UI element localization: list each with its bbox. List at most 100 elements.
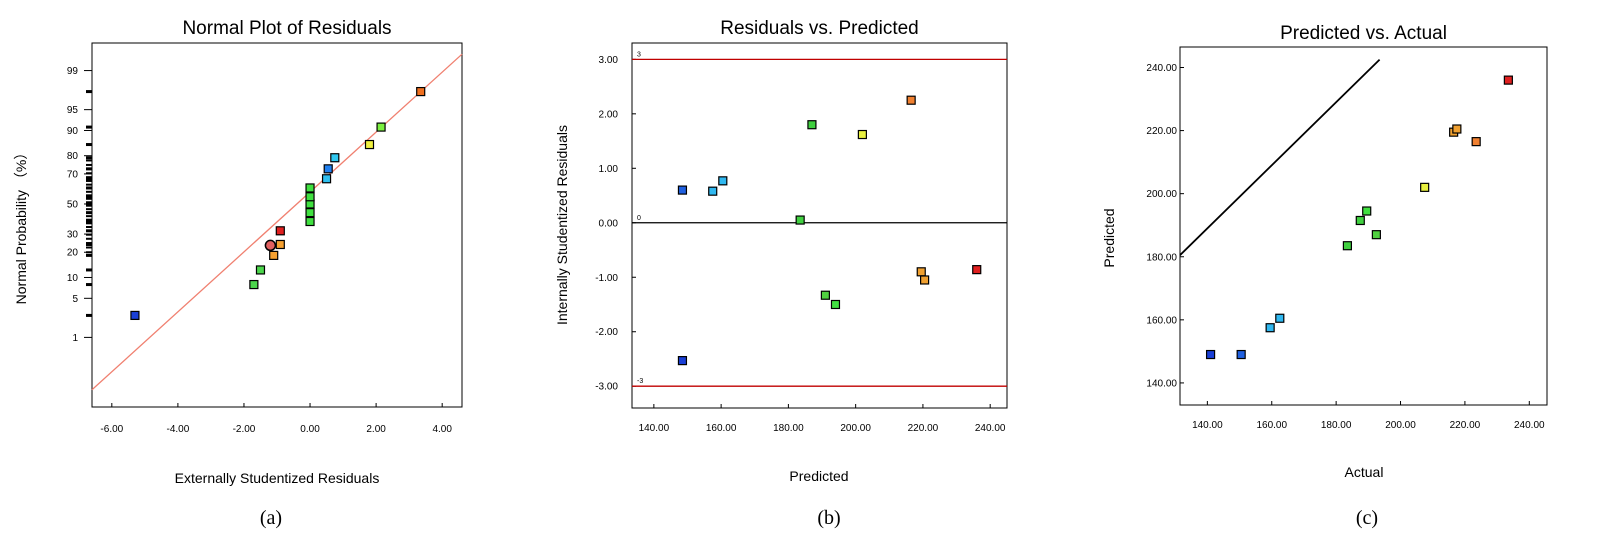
data-point bbox=[323, 164, 333, 174]
data-point bbox=[1452, 124, 1462, 134]
panel-c-predicted-vs-actual: Predicted vs. Actual Actual Predicted (c) 14… bbox=[1101, 23, 1548, 529]
y-axis-label: Internally Studentized Residuals bbox=[554, 125, 570, 325]
x-tick-label: 160.00 bbox=[706, 423, 737, 434]
y-tick-label: 2.00 bbox=[599, 109, 619, 120]
data-point bbox=[1205, 349, 1216, 360]
data-point bbox=[972, 265, 982, 275]
y-tick-label: 160.00 bbox=[1146, 315, 1177, 326]
x-axis-label: Actual bbox=[1345, 464, 1384, 480]
data-point bbox=[275, 226, 285, 236]
data-point bbox=[321, 174, 332, 184]
y-tick-label: 90 bbox=[67, 126, 79, 137]
data-point bbox=[906, 95, 916, 105]
x-tick-label: 180.00 bbox=[773, 423, 804, 434]
y-tick-label: 20 bbox=[67, 248, 79, 259]
x-tick-label: 220.00 bbox=[1450, 420, 1481, 431]
reference-line bbox=[1179, 58, 1381, 256]
x-tick-label: 240.00 bbox=[1514, 420, 1545, 431]
highlight-point bbox=[264, 239, 277, 252]
y-tick-label: 1.00 bbox=[599, 164, 619, 175]
chart-title: Predicted vs. Actual bbox=[1280, 23, 1447, 44]
data-point bbox=[1355, 215, 1365, 226]
y-tick-label: 3.00 bbox=[599, 55, 619, 66]
data-point bbox=[305, 216, 315, 227]
data-point bbox=[275, 239, 285, 250]
data-point bbox=[718, 176, 728, 186]
data-point bbox=[795, 215, 805, 225]
data-point bbox=[1265, 323, 1275, 333]
y-tick-label: 220.00 bbox=[1146, 126, 1177, 137]
data-point bbox=[708, 186, 718, 196]
reference-line-label: 3 bbox=[637, 51, 641, 58]
data-point bbox=[1275, 313, 1285, 323]
y-tick-label: 70 bbox=[67, 169, 79, 180]
rug-marks bbox=[86, 90, 92, 317]
y-tick-label: 99 bbox=[67, 66, 79, 77]
x-axis-label: Externally Studentized Residuals bbox=[175, 470, 380, 486]
x-tick-label: 4.00 bbox=[432, 424, 452, 435]
x-tick-label: 160.00 bbox=[1256, 420, 1287, 431]
data-point bbox=[830, 299, 841, 310]
x-tick-label: 0.00 bbox=[300, 424, 320, 435]
data-point bbox=[677, 185, 688, 195]
x-tick-label: 200.00 bbox=[1385, 420, 1416, 431]
y-axis-label: Normal Probability （%） bbox=[13, 146, 29, 305]
plot-frame bbox=[1179, 46, 1548, 406]
x-tick-label: 140.00 bbox=[1192, 420, 1223, 431]
panel-label: (b) bbox=[817, 507, 840, 529]
x-tick-label: 180.00 bbox=[1321, 420, 1352, 431]
data-point bbox=[1371, 230, 1381, 240]
data-point bbox=[807, 120, 817, 130]
data-point bbox=[1420, 182, 1430, 192]
panel-label: (a) bbox=[260, 507, 282, 529]
y-tick-label: 30 bbox=[67, 230, 79, 241]
data-point bbox=[820, 290, 830, 300]
x-tick-label: 2.00 bbox=[366, 424, 386, 435]
y-tick-label: 180.00 bbox=[1146, 252, 1177, 263]
x-tick-label: 200.00 bbox=[840, 423, 871, 434]
data-point bbox=[130, 310, 140, 321]
x-tick-label: -6.00 bbox=[100, 424, 123, 435]
y-tick-label: 10 bbox=[67, 273, 79, 284]
data-point bbox=[255, 265, 266, 275]
panel-label: (c) bbox=[1356, 507, 1378, 529]
data-point bbox=[677, 356, 688, 366]
data-point bbox=[916, 267, 926, 277]
y-tick-label: -1.00 bbox=[595, 273, 618, 284]
x-axis-label: Predicted bbox=[789, 468, 848, 484]
data-point bbox=[376, 122, 386, 132]
data-point bbox=[1362, 206, 1372, 216]
data-point bbox=[1503, 75, 1513, 85]
data-point bbox=[305, 192, 315, 202]
y-tick-label: -3.00 bbox=[595, 382, 618, 393]
x-tick-label: 240.00 bbox=[975, 423, 1006, 434]
reference-line bbox=[91, 53, 463, 391]
y-tick-label: 50 bbox=[67, 199, 79, 210]
data-point bbox=[330, 153, 340, 163]
y-tick-label: 240.00 bbox=[1146, 63, 1177, 74]
y-tick-label: 140.00 bbox=[1146, 378, 1177, 389]
plot-frame bbox=[91, 42, 463, 408]
data-point bbox=[1236, 349, 1246, 360]
data-point bbox=[920, 275, 930, 285]
data-point bbox=[416, 86, 426, 97]
y-tick-label: 1 bbox=[72, 333, 78, 344]
panel-b-residuals-vs-predicted: Residuals vs. Predicted Predicted Internal… bbox=[554, 18, 1008, 529]
y-tick-label: 0.00 bbox=[599, 218, 619, 229]
x-tick-label: -2.00 bbox=[233, 424, 256, 435]
x-tick-label: 140.00 bbox=[639, 423, 670, 434]
y-tick-label: 5 bbox=[72, 294, 78, 305]
reference-line-label: -3 bbox=[637, 378, 643, 385]
x-tick-label: -4.00 bbox=[166, 424, 189, 435]
data-point bbox=[305, 183, 315, 193]
panel-a-normal-plot: Normal Plot of Residuals Externally Stude… bbox=[13, 18, 463, 529]
y-tick-label: 95 bbox=[67, 105, 79, 116]
data-point bbox=[1471, 137, 1481, 147]
data-point bbox=[249, 279, 259, 290]
y-tick-label: -2.00 bbox=[595, 327, 618, 338]
y-tick-label: 80 bbox=[67, 151, 79, 162]
y-axis-label: Predicted bbox=[1101, 208, 1117, 267]
chart-title: Residuals vs. Predicted bbox=[720, 18, 919, 39]
data-point bbox=[269, 250, 279, 260]
